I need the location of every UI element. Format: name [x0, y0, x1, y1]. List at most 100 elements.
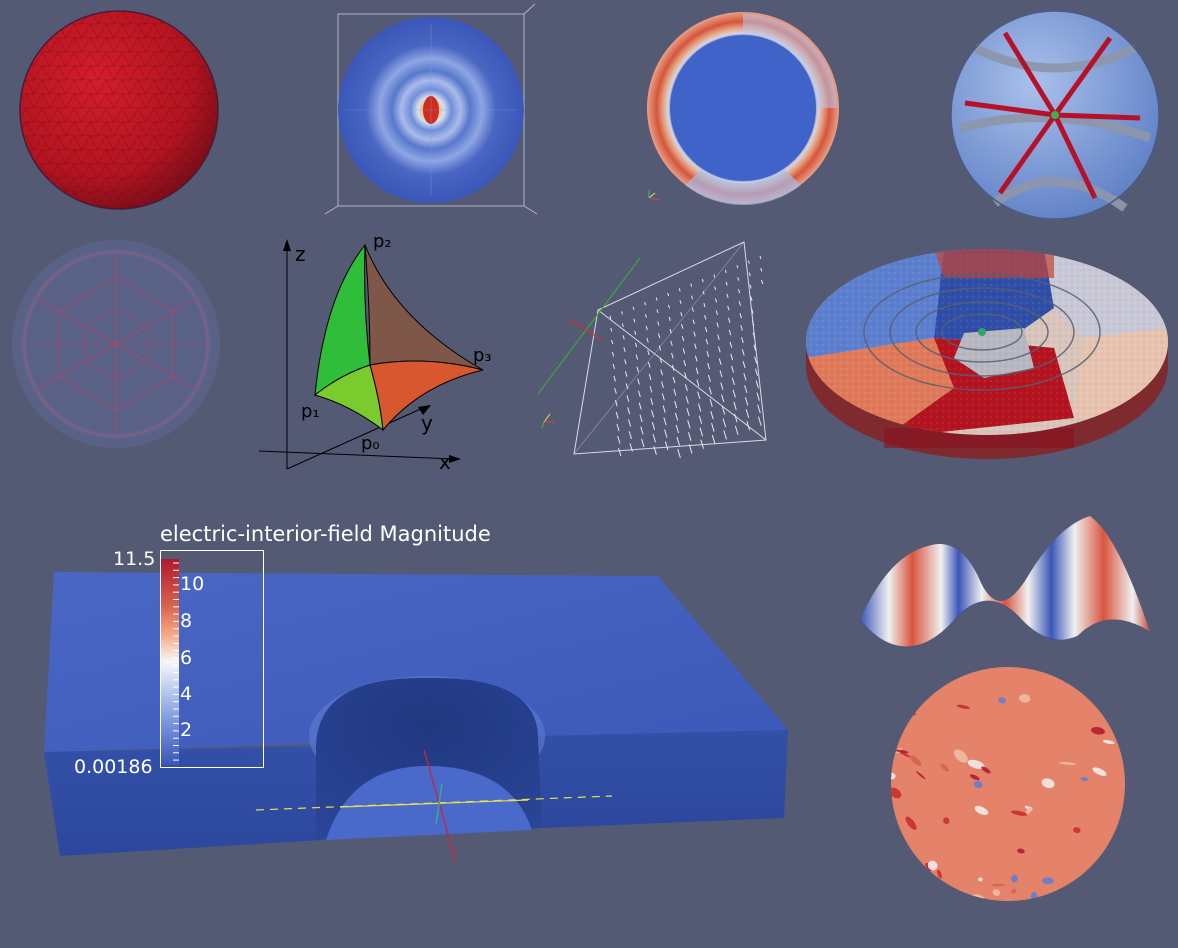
turbulence-blob — [859, 807, 871, 819]
vector-arrow — [702, 290, 705, 295]
turbulence-blob — [800, 849, 813, 861]
vector-arrow — [700, 439, 704, 449]
block-with-cavity — [40, 566, 792, 863]
curved-tetrahedron-diagram: z y x p₂ p₃ p₁ p₀ — [255, 225, 495, 475]
turbulence-blob — [857, 846, 866, 864]
turbulence-blob — [832, 669, 841, 677]
turbulence-blob — [1038, 910, 1053, 918]
turbulence-blob — [841, 807, 848, 813]
vector-arrow — [614, 387, 617, 394]
vector-arrow — [706, 350, 710, 357]
vector-arrow — [634, 342, 638, 348]
vector-arrow — [637, 378, 640, 385]
vector-arrow — [713, 274, 716, 278]
turbulence-blob — [967, 759, 985, 769]
rim-heated-sphere — [645, 10, 845, 210]
vector-arrow — [652, 434, 656, 443]
turbulence-blob — [862, 744, 875, 753]
vector-arrow — [677, 448, 681, 459]
turbulence-blob — [848, 758, 863, 773]
vector-field-tetrahedron — [530, 236, 792, 460]
turbulence-blob — [858, 897, 866, 908]
vector-arrow — [744, 385, 748, 393]
turbulence-blob — [873, 779, 879, 793]
turbulence-blob — [835, 607, 842, 615]
vector-arrow — [740, 325, 743, 331]
turbulence-blob — [1101, 854, 1119, 862]
turbulence-blob — [696, 537, 710, 549]
vector-arrow — [741, 349, 745, 356]
vector-arrow — [670, 340, 673, 346]
turbulence-blob — [775, 462, 790, 471]
vector-arrow — [645, 326, 648, 331]
vector-arrow — [621, 311, 623, 315]
turbulence-blob — [721, 527, 726, 535]
vector-arrow — [626, 395, 630, 402]
vector-arrow — [714, 298, 718, 303]
vector-arrow — [655, 297, 658, 301]
vector-arrow — [625, 383, 629, 390]
vector-arrow — [681, 324, 684, 329]
vector-arrow — [674, 400, 678, 409]
turbulence-blob — [876, 854, 889, 866]
turbulence-blob — [764, 516, 781, 529]
vector-arrow — [701, 278, 704, 283]
turbulence-blob — [803, 671, 813, 684]
turbulence-blob — [927, 860, 938, 871]
vector-arrow — [660, 369, 663, 376]
turbulence-blob — [836, 811, 840, 821]
vector-arrow — [664, 441, 669, 451]
vector-arrow — [667, 292, 670, 297]
turbulence-blob — [863, 653, 880, 668]
p3-label: p₃ — [473, 345, 492, 366]
turbulence-blob — [855, 713, 868, 730]
vector-arrow — [623, 347, 626, 352]
turbulence-blob — [1073, 827, 1081, 833]
turbulence-blob — [917, 868, 928, 874]
vector-arrow — [741, 337, 744, 344]
turbulence-blob — [891, 854, 896, 863]
turbulence-blob — [917, 916, 928, 927]
turbulence-blob — [969, 774, 980, 781]
colorbar-tick-label: 8 — [180, 610, 193, 632]
vector-arrow — [751, 320, 755, 327]
vector-arrow — [634, 330, 637, 335]
vector-arrow — [738, 301, 742, 306]
turbulence-blob — [1011, 810, 1028, 816]
turbulence-blob — [845, 764, 852, 771]
turbulence-blob — [840, 796, 848, 808]
vector-arrow — [757, 416, 762, 426]
vector-arrow — [633, 318, 636, 323]
turbulence-blob — [848, 718, 856, 729]
vector-arrow — [668, 316, 671, 321]
turbulence-blob — [928, 885, 933, 901]
turbulence-blob — [855, 653, 871, 660]
vector-arrow — [696, 379, 700, 387]
colorbar-tick-label: 4 — [180, 683, 193, 705]
vector-arrow — [671, 364, 675, 371]
vector-arrow — [679, 300, 682, 304]
vector-arrow — [646, 338, 649, 343]
turbulence-blob — [820, 741, 834, 760]
turbulence-blob — [838, 685, 846, 700]
vector-arrow — [661, 381, 664, 388]
turbulence-blob — [905, 816, 917, 830]
vector-arrow — [624, 371, 628, 377]
turbulence-blob — [774, 879, 785, 894]
vector-arrow — [656, 309, 659, 314]
vector-arrow — [686, 408, 690, 417]
y-axis-label: y — [421, 411, 433, 435]
turbulence-blob — [894, 749, 909, 754]
vector-arrow — [632, 306, 635, 310]
turbulence-blob — [1011, 874, 1018, 883]
vector-arrow — [669, 328, 672, 334]
turbulence-blob — [831, 621, 843, 629]
vector-arrow — [739, 313, 742, 319]
turbulence-blob — [912, 903, 926, 914]
turbulence-blob — [812, 742, 819, 749]
turbulence-blob — [825, 668, 832, 679]
vector-arrow — [703, 302, 706, 308]
turbulence-blob — [1011, 888, 1017, 894]
vector-arrow — [629, 443, 633, 452]
vector-arrow — [647, 362, 651, 368]
